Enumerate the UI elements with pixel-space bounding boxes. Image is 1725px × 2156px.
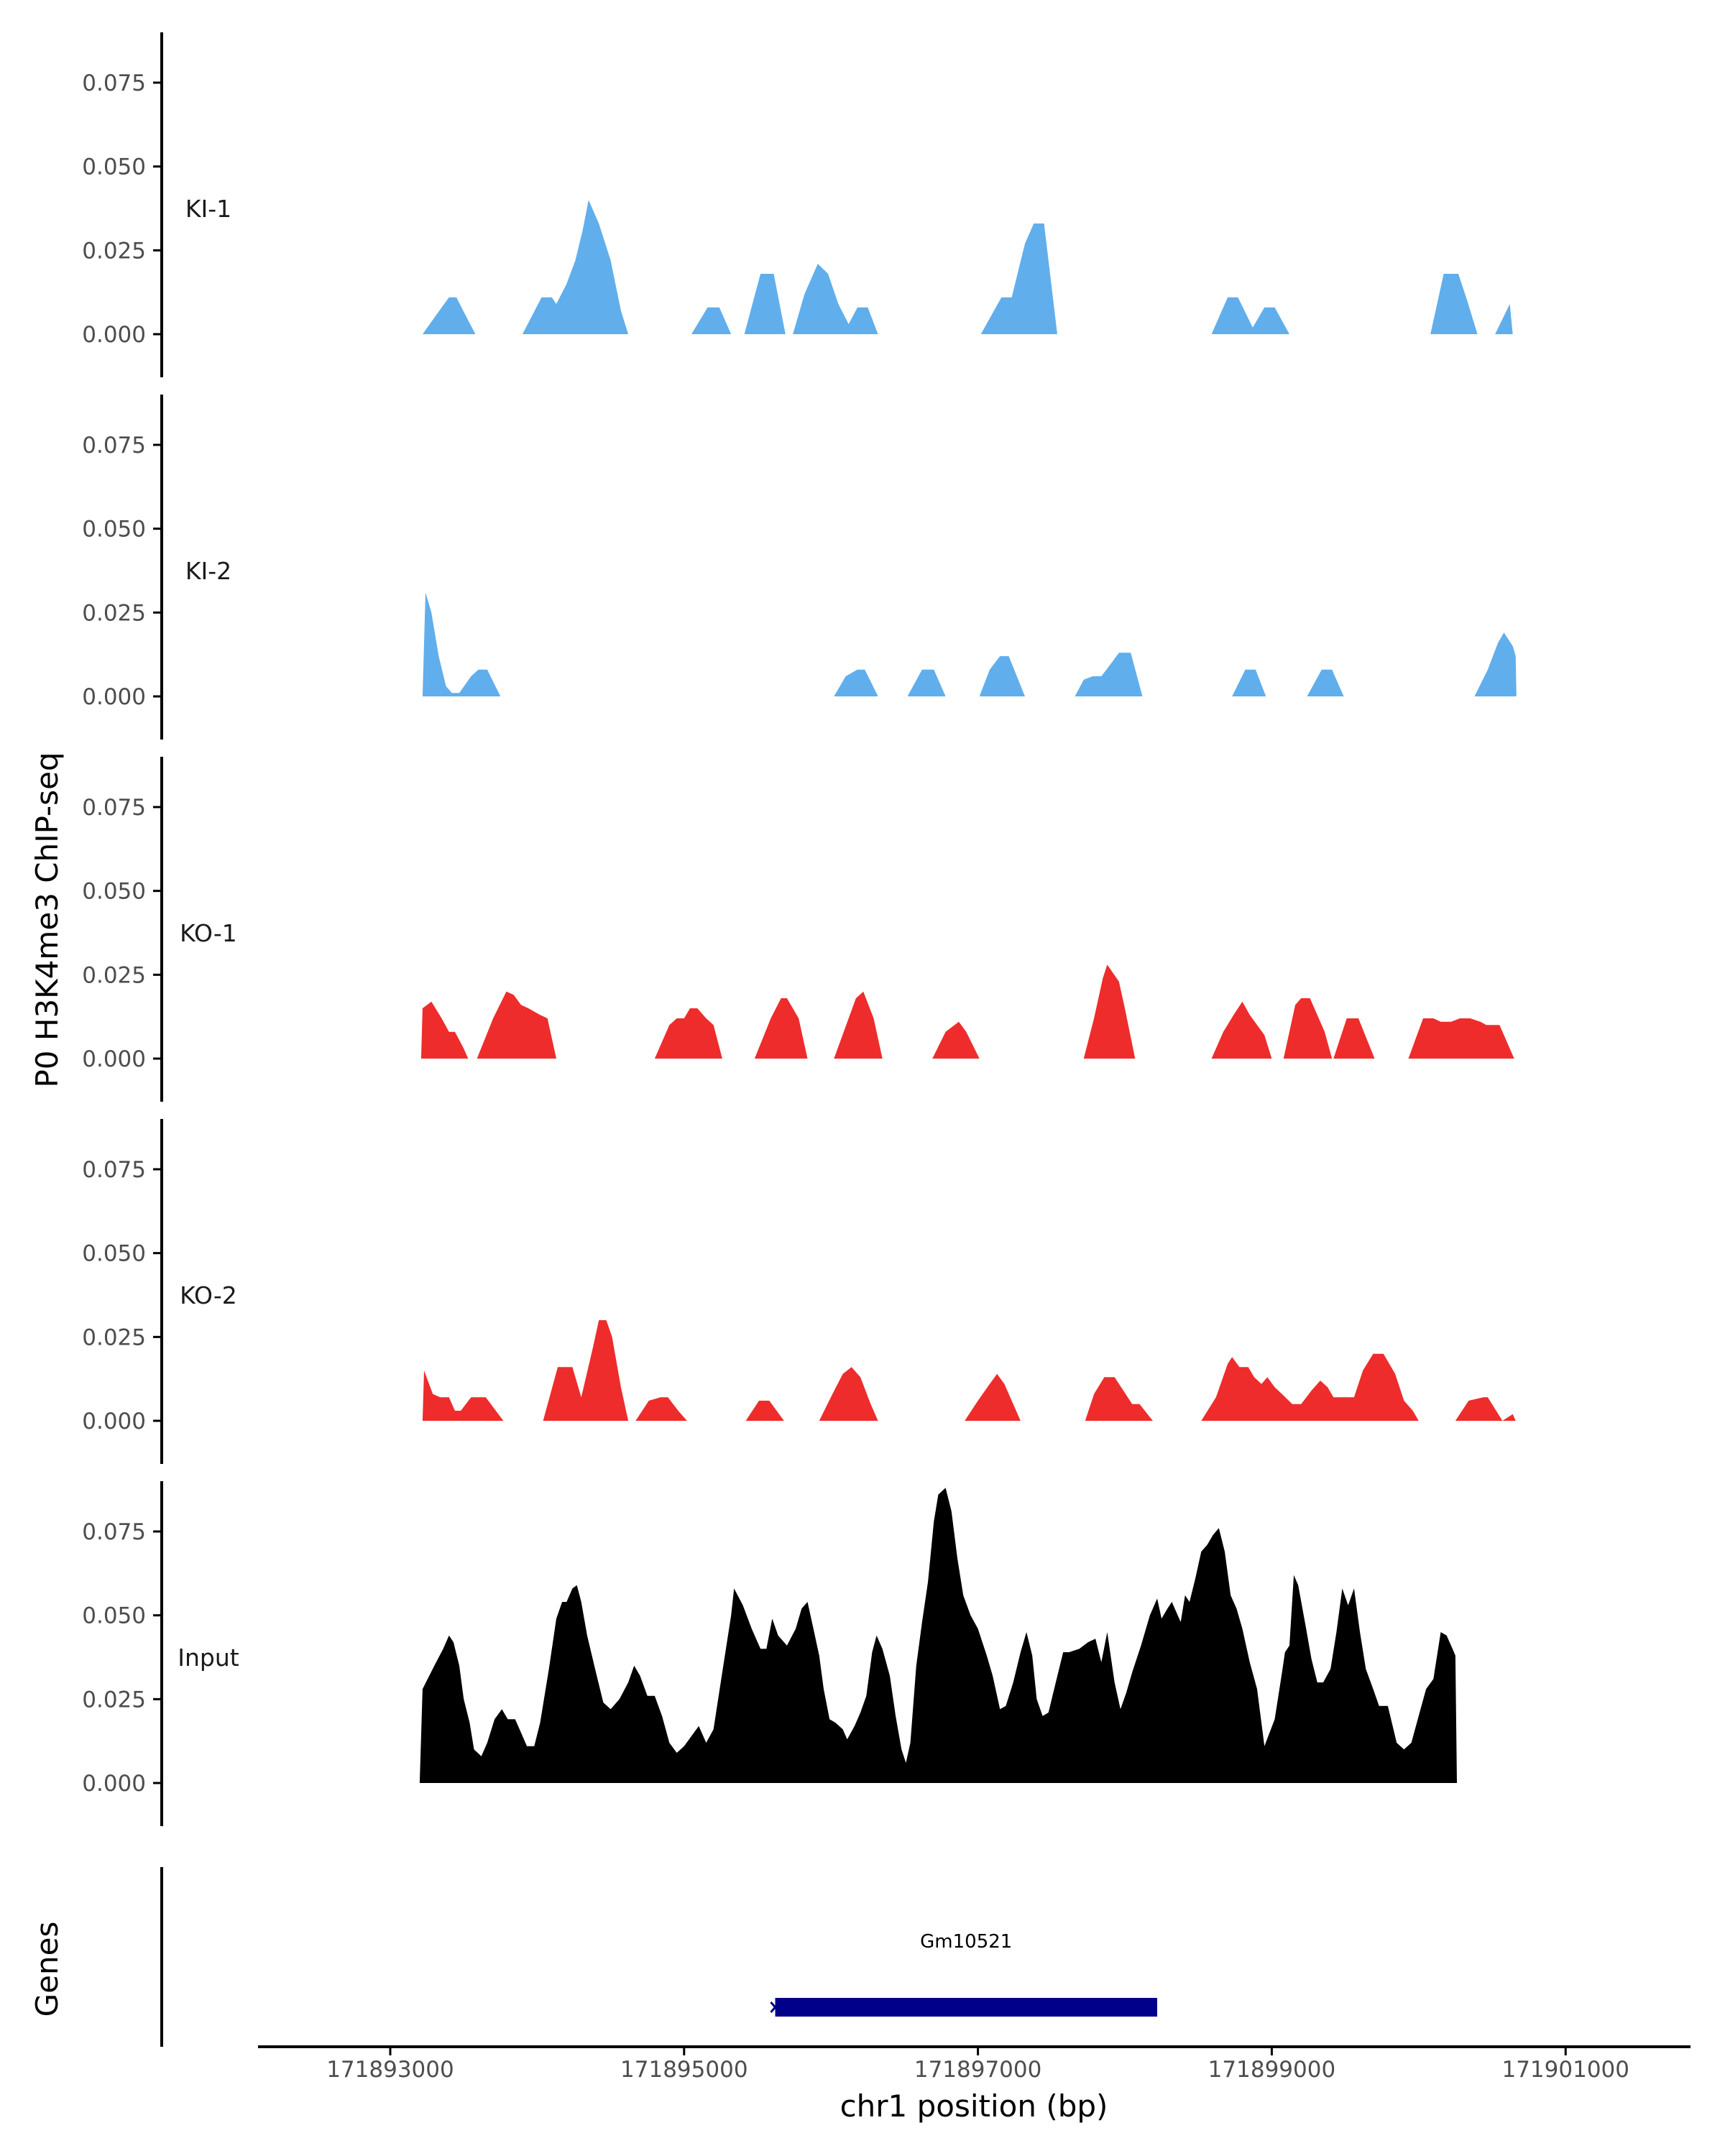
y-tick-label: 0.025 <box>82 238 146 264</box>
coverage-area-input <box>419 1488 1457 1783</box>
x-tick-label: 171901000 <box>1501 2057 1629 2083</box>
x-axis-title: chr1 position (bp) <box>840 2088 1108 2124</box>
y-tick-label: 0.000 <box>82 1046 146 1072</box>
y-tick-label: 0.000 <box>82 1409 146 1434</box>
x-tick-label: 171897000 <box>914 2057 1042 2083</box>
y-tick-label: 0.050 <box>82 1241 146 1267</box>
y-tick-label: 0.075 <box>82 433 146 459</box>
y-tick-label: 0.050 <box>82 155 146 180</box>
y-tick-label: 0.025 <box>82 1687 146 1713</box>
x-tick-label: 171899000 <box>1208 2057 1336 2083</box>
track-label: Input <box>178 1644 239 1672</box>
y-tick-label: 0.025 <box>82 962 146 988</box>
y-tick-label: 0.050 <box>82 1603 146 1629</box>
track-label: KI-2 <box>185 557 231 585</box>
y-tick-label: 0.075 <box>82 795 146 821</box>
y-tick-label: 0.000 <box>82 1771 146 1797</box>
track-label: KO-2 <box>180 1281 237 1309</box>
y-tick-label: 0.025 <box>82 600 146 626</box>
coverage-area-ki-1 <box>422 200 1513 334</box>
y-tick-label: 0.050 <box>82 879 146 905</box>
x-tick-label: 171895000 <box>620 2057 748 2083</box>
x-tick-label: 171893000 <box>326 2057 454 2083</box>
y-tick-label: 0.000 <box>82 322 146 348</box>
gene-strand-marker <box>770 2001 781 2013</box>
gene-body <box>775 1998 1157 2017</box>
coverage-area-ki-2 <box>422 592 1517 696</box>
track-label: KO-1 <box>180 919 237 947</box>
y-tick-label: 0.075 <box>82 1519 146 1545</box>
track-label: KI-1 <box>185 195 231 223</box>
coverage-area-ko-2 <box>422 1320 1516 1421</box>
y-axis-title: P0 H3K4me3 ChIP-seq <box>29 752 65 1087</box>
gene-label: Gm10521 <box>920 1931 1012 1953</box>
coverage-area-ko-1 <box>420 964 1514 1059</box>
y-tick-label: 0.000 <box>82 684 146 710</box>
y-tick-label: 0.050 <box>82 517 146 543</box>
y-tick-label: 0.075 <box>82 70 146 96</box>
y-tick-label: 0.025 <box>82 1325 146 1350</box>
y-tick-label: 0.075 <box>82 1157 146 1183</box>
genes-axis-title: Genes <box>29 1922 65 2017</box>
